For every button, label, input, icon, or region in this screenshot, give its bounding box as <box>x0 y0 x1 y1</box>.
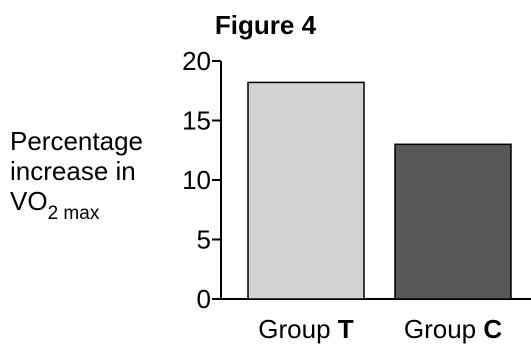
y-axis-label: Percentage increase in VO2 max <box>10 126 170 224</box>
y-tick-label: 0 <box>197 284 211 314</box>
x-tick-labels-group: Group T Group C <box>258 314 502 344</box>
bar-c <box>394 143 512 300</box>
y-axis-label-subscript: 2 max <box>47 203 100 224</box>
y-axis-label-line2: increase in <box>10 156 136 186</box>
y-tick-label: 5 <box>197 225 211 255</box>
x-tick-label: Group C <box>404 314 503 344</box>
y-axis-label-main: VO <box>10 186 48 216</box>
chart-title: Figure 4 <box>214 10 317 40</box>
y-tick-label: 10 <box>182 165 211 195</box>
bar-t <box>247 81 365 300</box>
y-axis-label-line3: VO2 max <box>10 186 170 224</box>
y-axis-label-line1: Percentage <box>10 126 143 156</box>
y-tick-label: 20 <box>182 46 211 76</box>
y-tick-label: 15 <box>182 106 211 136</box>
bars-group <box>247 81 512 300</box>
x-tick-label: Group T <box>258 314 354 344</box>
